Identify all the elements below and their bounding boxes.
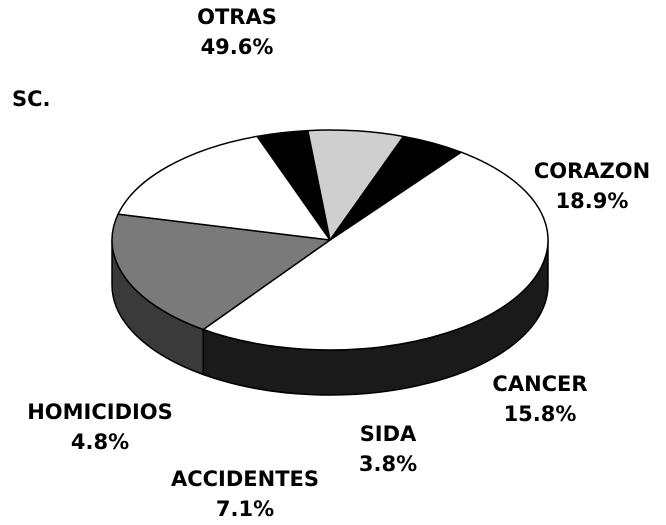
slice-label: ACCIDENTES <box>171 467 319 491</box>
slice <box>202 151 549 351</box>
slice-label: CORAZON <box>534 159 650 183</box>
slice-label: HOMICIDIOS <box>27 400 173 424</box>
annotation: SC. <box>12 87 51 111</box>
value-label: 3.8% <box>359 452 417 476</box>
slice-label: OTRAS <box>197 5 277 29</box>
slice-label: SIDA <box>360 422 417 446</box>
value-label: 7.1% <box>216 497 274 521</box>
slice <box>329 135 462 241</box>
value-label: 4.8% <box>71 430 129 454</box>
value-label: 18.9% <box>556 189 629 213</box>
value-label: 15.8% <box>504 402 577 426</box>
slice <box>117 135 331 241</box>
value-label: 49.6% <box>201 35 274 59</box>
slice <box>111 213 331 331</box>
slice-label: CANCER <box>492 372 587 396</box>
